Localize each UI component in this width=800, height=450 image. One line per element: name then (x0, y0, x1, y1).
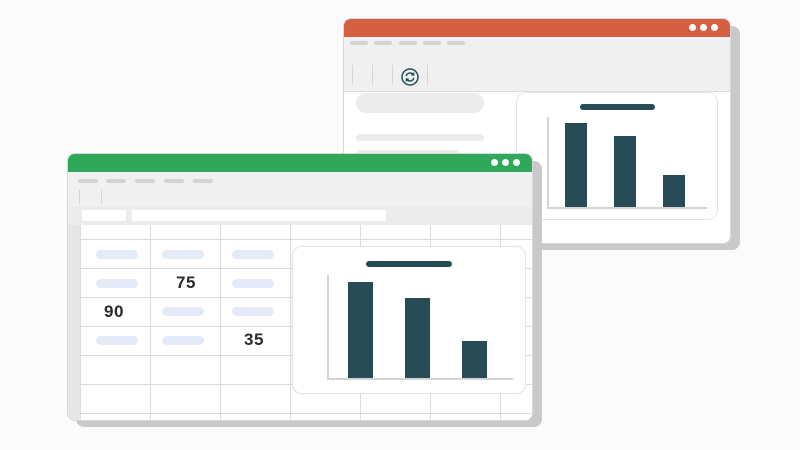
spreadsheet-window[interactable]: 75 90 35 (67, 153, 533, 421)
presentation-titlebar[interactable] (344, 19, 730, 37)
window-control-dot[interactable] (711, 24, 718, 31)
chart-x-axis (547, 207, 707, 209)
spreadsheet-ribbon (68, 172, 532, 207)
menu-item[interactable] (135, 179, 155, 183)
sync-icon[interactable] (401, 68, 419, 86)
chart-title-placeholder (580, 104, 655, 110)
menu-item[interactable] (447, 41, 465, 45)
formula-row (68, 206, 532, 226)
chart-bar (405, 298, 430, 378)
chart-bar (663, 175, 685, 207)
grid-line (150, 225, 151, 420)
spreadsheet-titlebar[interactable] (68, 154, 532, 172)
toolbar-separator (427, 65, 428, 85)
menu-item[interactable] (164, 179, 184, 183)
cell-placeholder[interactable] (232, 307, 274, 316)
chart-y-axis (547, 117, 549, 209)
cell-value[interactable]: 90 (104, 302, 124, 321)
column-header-row (80, 225, 532, 239)
cell-value[interactable]: 35 (244, 330, 264, 349)
slide-text-placeholder (356, 134, 484, 141)
window-controls (491, 159, 520, 166)
chart-bar (348, 282, 373, 378)
grid-line (80, 413, 532, 414)
row-header-column (68, 225, 80, 420)
cell-placeholder[interactable] (162, 336, 204, 345)
cell-placeholder[interactable] (96, 279, 138, 288)
toolbar-separator (392, 65, 393, 85)
menu-item[interactable] (78, 179, 98, 183)
spreadsheet-chart[interactable] (292, 246, 526, 394)
grid-line (80, 225, 81, 420)
window-control-dot[interactable] (700, 24, 707, 31)
toolbar-separator (352, 65, 353, 85)
chart-x-axis (327, 378, 513, 380)
menu-item[interactable] (193, 179, 213, 183)
toolbar-separator (79, 190, 80, 204)
toolbar-separator (101, 190, 102, 204)
menu-item[interactable] (106, 179, 126, 183)
chart-bar (462, 341, 487, 378)
window-controls (689, 24, 718, 31)
name-box[interactable] (82, 210, 126, 221)
menu-item[interactable] (350, 41, 368, 45)
menu-item[interactable] (423, 41, 441, 45)
window-control-dot[interactable] (491, 159, 498, 166)
grid-line (220, 225, 221, 420)
grid-line (80, 239, 532, 240)
menu-item[interactable] (399, 41, 417, 45)
cell-placeholder[interactable] (162, 250, 204, 259)
cell-placeholder[interactable] (96, 250, 138, 259)
presentation-chart[interactable] (516, 92, 718, 220)
cell-placeholder[interactable] (232, 250, 274, 259)
chart-bar (565, 123, 587, 207)
cell-placeholder[interactable] (162, 307, 204, 316)
grid-line (290, 225, 291, 420)
window-control-dot[interactable] (689, 24, 696, 31)
presentation-ribbon (344, 37, 730, 92)
chart-title-placeholder (366, 261, 452, 267)
window-control-dot[interactable] (513, 159, 520, 166)
chart-bar (614, 136, 636, 207)
cell-value[interactable]: 75 (176, 273, 196, 292)
cell-placeholder[interactable] (96, 336, 138, 345)
toolbar-separator (372, 65, 373, 85)
cell-placeholder[interactable] (232, 279, 274, 288)
presentation-window[interactable] (343, 18, 731, 244)
window-control-dot[interactable] (502, 159, 509, 166)
menu-item[interactable] (374, 41, 392, 45)
chart-y-axis (327, 275, 329, 379)
formula-bar[interactable] (132, 210, 386, 221)
slide-title-placeholder (356, 93, 484, 113)
